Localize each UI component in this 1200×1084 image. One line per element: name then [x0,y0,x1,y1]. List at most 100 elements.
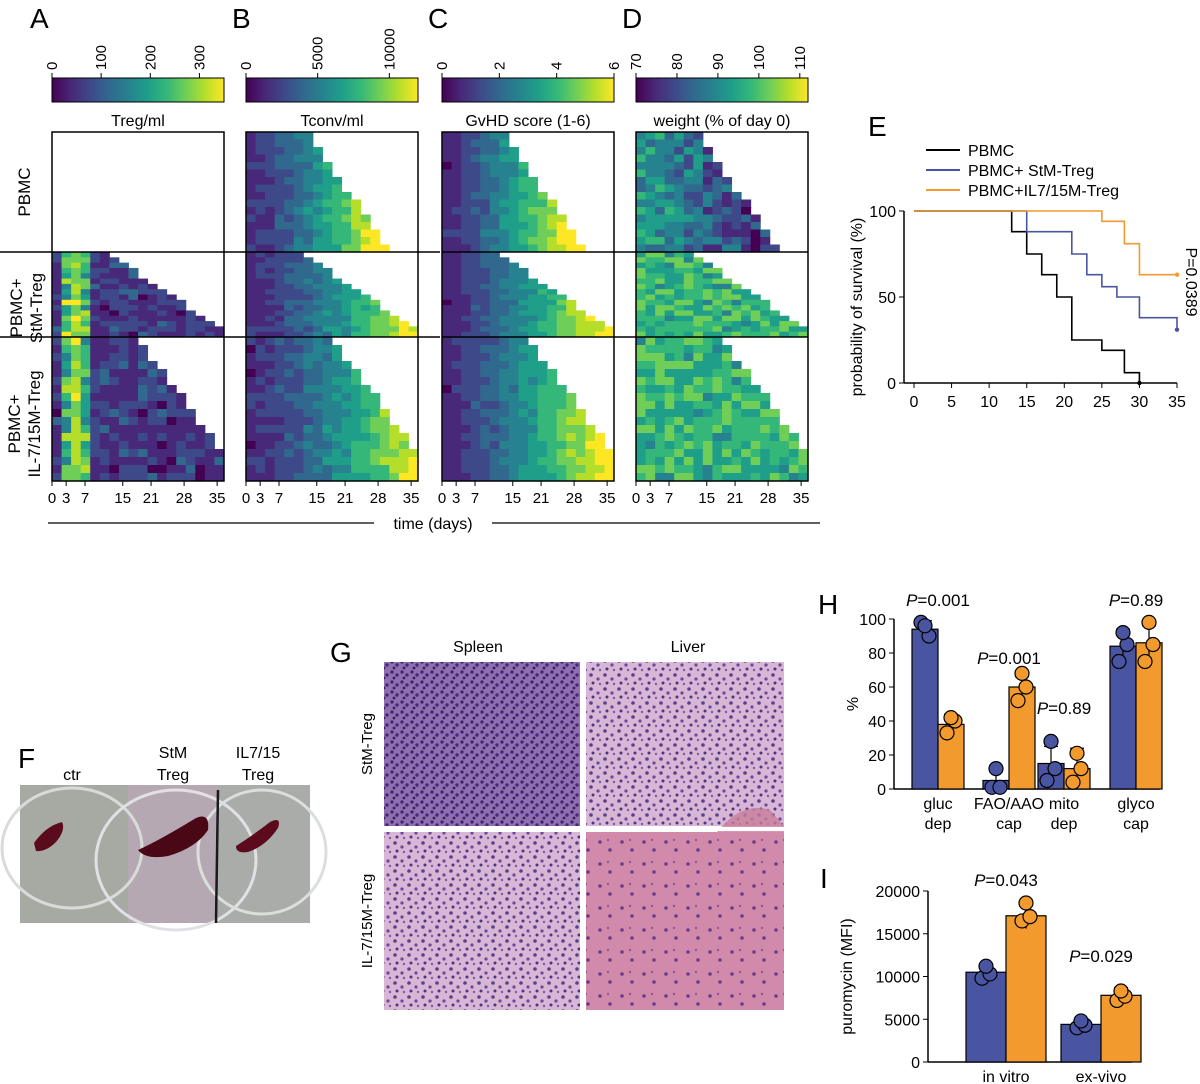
heatmap-cell [341,433,352,442]
heatmap-cell [379,409,390,418]
heatmap-cell [332,409,343,418]
heatmap-cell [518,433,529,442]
heatmap-cell [109,449,120,458]
heatmap-cell [360,457,371,466]
heatmap-cell [518,465,529,474]
panel-letter-b: B [232,3,251,34]
heatmap-cell [722,305,733,311]
heatmap-cell [683,425,694,434]
category-label: FAO/AAO [974,796,1044,813]
heatmap-cell [798,326,809,333]
heatmap-cell [166,417,177,426]
heatmap-cell [693,169,704,178]
heatmap-cell [470,465,481,474]
heatmap-cell [303,473,314,482]
category-label: cap [1123,816,1149,833]
heatmap-cell [389,331,400,338]
heatmap-cell [722,289,733,295]
heatmap-cell [303,139,314,148]
data-point [1018,895,1034,911]
heatmap-cell [655,192,666,200]
heatmap-cell [138,377,149,386]
heatmap-cell [702,162,713,170]
heatmap-cell [214,473,225,482]
heatmap-cell [664,321,675,327]
heatmap-cell [255,433,266,442]
heatmap-cell [157,331,168,338]
heatmap-cell [274,199,285,208]
heatmap-cell [80,257,91,264]
heatmap-cell [274,267,285,274]
heatmap-cell [99,267,110,274]
heatmap-cell [138,361,149,370]
heatmap-cell [636,337,647,346]
heatmap-cell [451,417,462,426]
heatmap-cell [702,192,713,200]
heatmap-cell [303,425,314,434]
heatmap-cell [265,162,276,170]
heatmap-cell [185,433,196,442]
heatmap-cell [683,473,694,482]
heatmap-cell [769,473,780,482]
heatmap-cell [489,401,500,410]
heatmap-cell [246,257,257,264]
heatmap-cell [674,257,685,264]
survival-line-0 [914,210,1141,383]
heatmap-cell [712,162,723,170]
heatmap-cell [332,305,343,311]
heatmap-cell [470,289,481,295]
heatmap-cell [303,177,314,185]
heatmap-cell [537,473,548,482]
heatmap-cell [683,139,694,148]
data-point [943,709,959,726]
heatmap-cell [451,337,462,346]
heatmap-cell [118,449,129,458]
heatmap-cell [508,289,519,295]
heatmap-cell [312,321,323,327]
heatmap-cell [360,229,371,238]
heatmap-cell [312,385,323,394]
heatmap-cell [128,345,139,354]
heatmap-cell [712,273,723,280]
heatmap-cell [90,385,101,394]
heatmap-cell [547,465,558,474]
heatmap-cell [176,315,187,322]
heatmap-cell [741,393,752,402]
heatmap-cell [128,294,139,301]
heatmap-cell [741,229,752,238]
heatmap-cell [645,199,656,208]
heatmap-cell [702,299,713,306]
heatmap-cell [274,315,285,322]
heatmap-cell [702,244,713,253]
heatmap-cell [480,449,491,458]
heatmap-cell [341,199,352,208]
heatmap-cell [566,310,577,317]
heatmap-cell [351,385,362,394]
heatmap-cell [731,473,742,482]
heatmap-cell [255,257,266,264]
heatmap-cell [480,192,491,200]
heatmap-cell [655,229,666,238]
heatmap-cell [731,192,742,200]
heatmap-cell [480,147,491,155]
heatmap-cell [80,252,91,258]
heatmap-cell [702,207,713,215]
heatmap-cell [470,184,481,193]
heatmap-cell [451,257,462,264]
heatmap-cell [80,294,91,301]
x-tick-label: 3 [452,490,460,507]
heatmap-cell [779,449,790,458]
heatmap-cell [508,184,519,193]
heatmap-cell [461,214,472,223]
heatmap-cell [246,283,257,290]
heatmap-cell [265,465,276,474]
heatmap-cell [90,315,101,322]
heatmap-cell [138,473,149,482]
heatmap-cell [61,417,72,426]
heatmap-cell [480,273,491,280]
heatmap-cell [71,321,82,327]
heatmap-cell [99,283,110,290]
heatmap-cell [693,278,704,285]
heatmap-cell [547,473,558,482]
